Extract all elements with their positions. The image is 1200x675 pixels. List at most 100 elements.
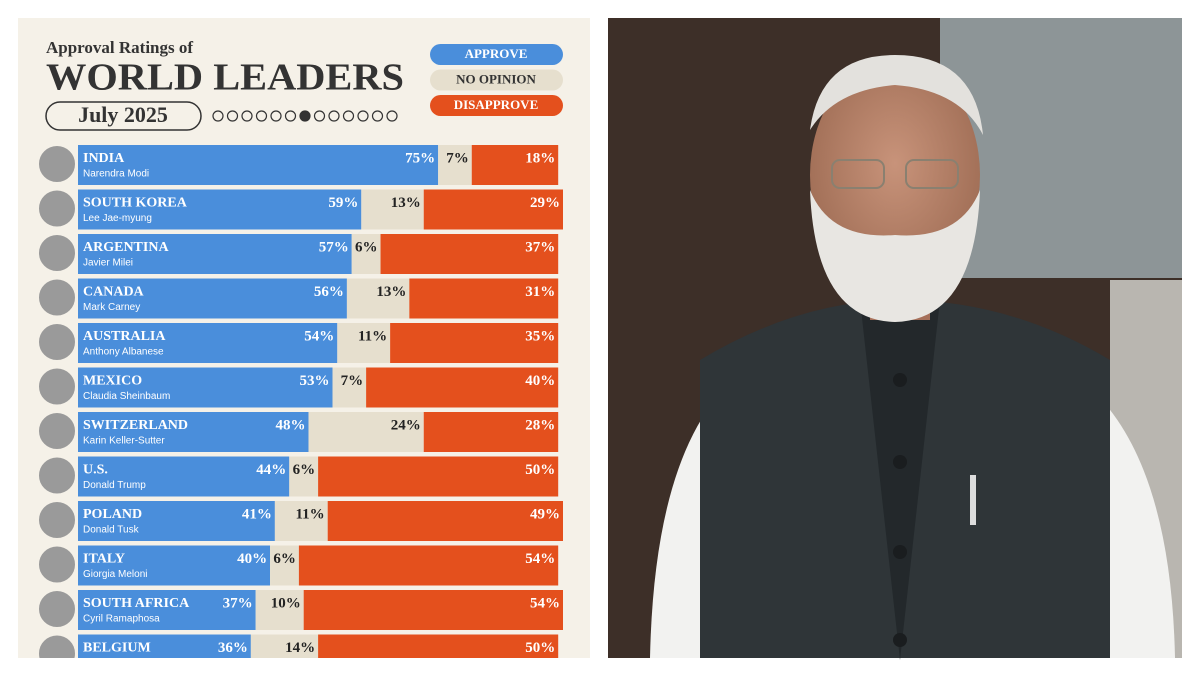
- page-dot: [270, 110, 282, 122]
- country-label: U.S.: [83, 463, 108, 478]
- page-dot: [226, 110, 239, 122]
- bar-segment: [438, 145, 472, 185]
- country-label: ITALY: [83, 552, 125, 567]
- bar-segment: [423, 412, 559, 452]
- value-label: 54%: [304, 328, 334, 344]
- country-label: POLAND: [83, 507, 142, 522]
- bar-segment: [361, 189, 424, 230]
- page-dot: [313, 110, 326, 122]
- value-label: 75%: [405, 150, 435, 166]
- bar-segment: [346, 278, 410, 319]
- value-label: 11%: [296, 506, 325, 522]
- value-label: 14%: [285, 640, 315, 656]
- country-label: ARGENTINA: [83, 240, 169, 255]
- bar-segment: [78, 145, 439, 185]
- bar-segment: [390, 323, 559, 363]
- legend-swatch: [430, 95, 563, 116]
- value-label: 57%: [319, 239, 349, 255]
- page-dot: [284, 110, 297, 122]
- avatar: [37, 500, 77, 540]
- value-label: 6%: [273, 551, 296, 567]
- bar-segment: [366, 367, 559, 408]
- leader-label: Karin Keller-Sutter: [83, 436, 165, 447]
- bar-segment: [78, 590, 256, 630]
- page-dot: [299, 110, 311, 122]
- page-dot: [241, 110, 253, 122]
- value-label: 49%: [530, 506, 560, 522]
- bar-segment: [255, 590, 304, 630]
- avatar: [37, 455, 77, 496]
- value-label: 44%: [256, 462, 286, 478]
- value-label: 37%: [525, 239, 555, 255]
- bar-segment: [78, 367, 333, 408]
- country-label: MEXICO: [83, 374, 142, 389]
- avatar: [37, 322, 77, 362]
- avatar: [37, 233, 77, 273]
- bar-segment: [471, 145, 559, 185]
- legend-label: APPROVE: [465, 46, 528, 61]
- legend: APPROVE NO OPINION DISAPPROVE: [430, 44, 563, 116]
- value-label: 48%: [275, 417, 305, 433]
- avatar: [37, 188, 77, 229]
- leader-label: Javier Milei: [83, 258, 133, 269]
- value-label: 56%: [314, 284, 344, 300]
- bar-segment: [270, 545, 299, 586]
- bar-segment: [78, 634, 251, 658]
- legend-swatch: [430, 44, 563, 65]
- bar-segment: [327, 501, 563, 541]
- value-label: 40%: [525, 373, 555, 389]
- leader-label: Donald Tusk: [83, 525, 140, 536]
- value-label: 7%: [446, 150, 469, 166]
- country-label: CANADA: [83, 285, 145, 300]
- bar-segment: [78, 501, 275, 541]
- bar-segment: [289, 456, 319, 497]
- bars: 75% 7% 18% INDIA Narendra Modi 59% 13% 29% SOUTH…: [37, 144, 563, 658]
- bar-segment: [380, 234, 559, 274]
- bar-segment: [409, 278, 559, 319]
- value-label: 13%: [376, 284, 406, 300]
- avatar: [37, 144, 77, 184]
- leader-label: Lee Jae-myung: [83, 213, 152, 224]
- value-label: 31%: [525, 284, 555, 300]
- value-label: 18%: [525, 150, 555, 166]
- bar-segment: [78, 234, 352, 274]
- avatar: [37, 544, 77, 585]
- chart-title: WORLD LEADERS: [46, 57, 404, 99]
- bar-segment: [78, 456, 290, 497]
- value-label: 40%: [237, 551, 267, 567]
- value-label: 10%: [271, 595, 301, 611]
- bar-segment: [308, 412, 424, 452]
- country-label: INDIA: [83, 151, 125, 166]
- value-label: 41%: [242, 506, 272, 522]
- country-label: SOUTH AFRICA: [83, 596, 190, 611]
- leader-label: Claudia Sheinbaum: [83, 391, 170, 402]
- legend-label: DISAPPROVE: [454, 97, 539, 112]
- bar-segment: [78, 189, 362, 230]
- country-label: SWITZERLAND: [83, 418, 188, 433]
- bar-segment: [318, 634, 559, 658]
- country-label: BELGIUM: [83, 641, 151, 656]
- page-dot: [357, 110, 369, 122]
- leader-label: Anthony Albanese: [83, 347, 164, 358]
- photo: [608, 18, 1182, 660]
- bar-segment: [78, 545, 271, 586]
- value-label: 29%: [530, 195, 560, 211]
- page-dot: [342, 110, 355, 122]
- page-dot: [386, 110, 398, 122]
- bar-segment: [423, 189, 563, 230]
- value-label: 59%: [328, 195, 358, 211]
- value-label: 7%: [341, 373, 364, 389]
- value-label: 24%: [391, 417, 421, 433]
- value-label: 50%: [525, 640, 555, 656]
- country-label: SOUTH KOREA: [83, 196, 188, 211]
- chart-supertitle: Approval Ratings of: [46, 38, 193, 57]
- legend-label: NO OPINION: [456, 71, 536, 86]
- bar-segment: [318, 456, 559, 497]
- avatar: [37, 366, 77, 407]
- bar-segment: [250, 634, 319, 658]
- leader-label: Giorgia Meloni: [83, 569, 147, 580]
- bar-segment: [78, 323, 338, 363]
- leader-label: Mark Carney: [83, 302, 140, 313]
- value-label: 54%: [525, 551, 555, 567]
- value-label: 53%: [300, 373, 330, 389]
